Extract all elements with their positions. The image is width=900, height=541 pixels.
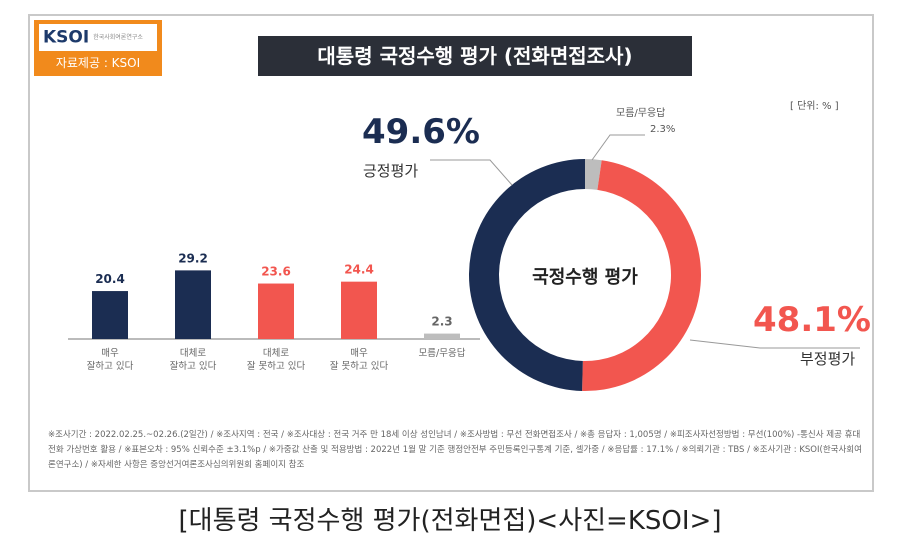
bar-data-label: 24.4 [344, 263, 374, 277]
bar [92, 291, 128, 339]
bar-category-label: 잘하고 있다 [87, 360, 134, 372]
unknown-label: 모름/무응답 [616, 108, 666, 119]
donut-slice [582, 160, 702, 392]
positive-percent: 49.6% [362, 112, 480, 152]
chart-frame [28, 14, 874, 492]
bar-category-label: 대체로 [180, 348, 206, 359]
negative-leader-line [689, 339, 860, 349]
bar-data-label: 2.3 [431, 315, 452, 329]
negative-percent: 48.1% [753, 300, 871, 340]
unit-label: [ 단위: % ] [790, 101, 839, 112]
bar-category-label: 잘하고 있다 [170, 360, 217, 372]
unknown-percent: 2.3% [650, 124, 676, 135]
bar-category-label: 대체로 [263, 348, 289, 359]
bar-category-label: 매우 [101, 348, 119, 359]
bar-data-label: 20.4 [95, 272, 125, 286]
bar-category-label: 잘 못하고 있다 [247, 360, 306, 372]
bar [258, 283, 294, 339]
logo-subtitle: 한국사회여론연구소 [93, 34, 143, 41]
logo-brand: KSOI [43, 27, 90, 48]
ksoi-logo: KSOI 한국사회여론연구소 자료제공 : KSOI [34, 20, 162, 76]
bar [341, 281, 377, 339]
bar-data-label: 23.6 [261, 265, 291, 279]
negative-label: 부정평가 [800, 350, 856, 368]
positive-leader-line [430, 159, 513, 186]
bar [424, 333, 460, 339]
bar-category-label: 잘 못하고 있다 [330, 360, 389, 372]
footnote: ※조사기간 : 2022.02.25.~02.26.(2일간) / ※조사지역 … [48, 430, 862, 470]
donut-center-label: 국정수행 평가 [532, 267, 638, 288]
bar-category-label: 모름/무응답 [419, 347, 466, 359]
logo-credit: 자료제공 : KSOI [55, 56, 141, 70]
donut-slice [585, 159, 602, 190]
bar-data-label: 29.2 [178, 251, 208, 265]
donut-slice [468, 159, 585, 391]
positive-label: 긍정평가 [363, 162, 419, 180]
chart-title: 대통령 국정수행 평가 (전화면접조사) [258, 36, 692, 76]
unknown-leader-line [591, 134, 645, 161]
bar-category-label: 매우 [350, 348, 368, 359]
bar [175, 270, 211, 339]
caption: [대통령 국정수행 평가(전화면접)<사진=KSOI>] [178, 506, 722, 536]
